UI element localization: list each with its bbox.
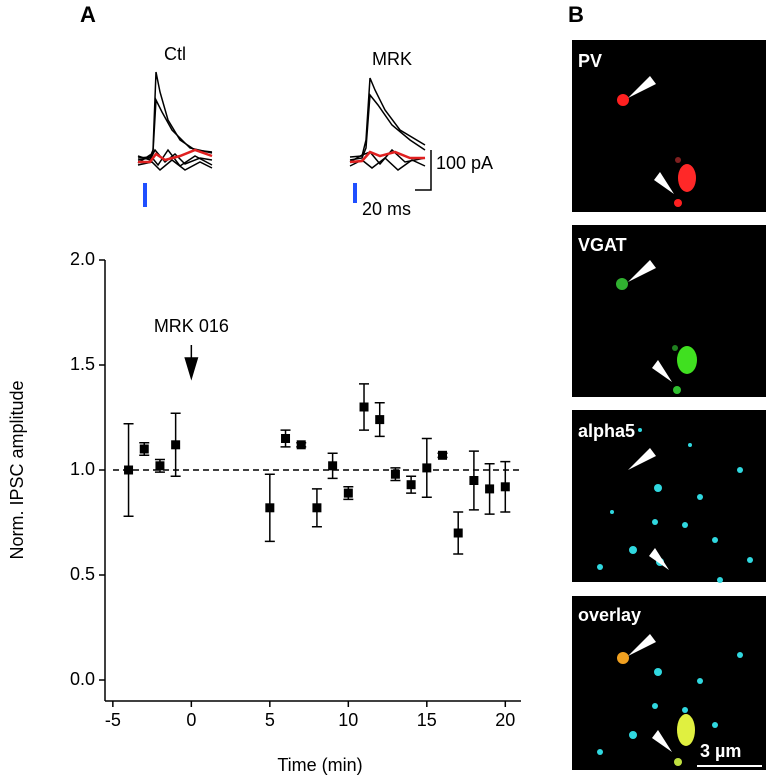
panel-label: A <box>80 2 96 27</box>
image-label: PV <box>578 51 602 71</box>
y-tick-label: 0.0 <box>70 669 95 689</box>
point <box>139 444 149 454</box>
trace-label: MRK <box>372 49 412 69</box>
image <box>572 596 766 770</box>
point <box>328 461 338 471</box>
point <box>453 528 463 538</box>
point <box>375 415 385 425</box>
point <box>469 476 479 485</box>
annotation-arrow <box>184 345 199 381</box>
point <box>155 461 165 471</box>
traces <box>137 71 426 172</box>
image <box>572 410 766 582</box>
scale-label: 3 µm <box>700 741 741 761</box>
y-axis-label: Norm. IPSC amplitude <box>7 380 27 559</box>
scale-bar <box>415 150 432 191</box>
point <box>390 469 400 479</box>
point <box>265 503 275 513</box>
y-tick-label: 0.5 <box>70 564 95 584</box>
x-tick-label: 10 <box>338 710 358 730</box>
x-tick-label: 5 <box>265 710 275 730</box>
y-tick-label: 1.0 <box>70 459 95 479</box>
x-tick-label: 20 <box>495 710 515 730</box>
point <box>406 480 416 490</box>
stimulus <box>353 183 357 203</box>
annotation: MRK 016 <box>154 316 229 336</box>
scale-label: 20 ms <box>362 199 411 219</box>
y-tick-label: 1.5 <box>70 354 95 374</box>
stimulus <box>143 183 147 207</box>
point <box>438 450 448 460</box>
x-tick-label: -5 <box>105 710 121 730</box>
point <box>171 440 181 450</box>
mean-trace <box>138 148 213 164</box>
point <box>124 465 134 475</box>
image-panels <box>572 40 766 770</box>
point <box>343 488 353 498</box>
point <box>296 440 306 450</box>
trace-label: Ctl <box>164 44 186 64</box>
x-axis-label: Time (min) <box>277 755 362 775</box>
image-label: overlay <box>578 605 641 625</box>
mean-trace <box>349 150 425 164</box>
image <box>572 40 766 212</box>
x-tick-label: 0 <box>186 710 196 730</box>
image-label: alpha5 <box>578 421 635 441</box>
scale-label: 100 pA <box>436 153 493 173</box>
panel-label: B <box>568 2 584 27</box>
point <box>500 482 510 492</box>
y-tick-label: 2.0 <box>70 249 95 269</box>
image <box>572 225 766 397</box>
point <box>281 434 291 443</box>
point <box>485 484 495 494</box>
point <box>312 503 322 513</box>
point <box>422 463 432 473</box>
point <box>359 402 369 412</box>
image-label: VGAT <box>578 235 627 255</box>
x-tick-label: 15 <box>417 710 437 730</box>
